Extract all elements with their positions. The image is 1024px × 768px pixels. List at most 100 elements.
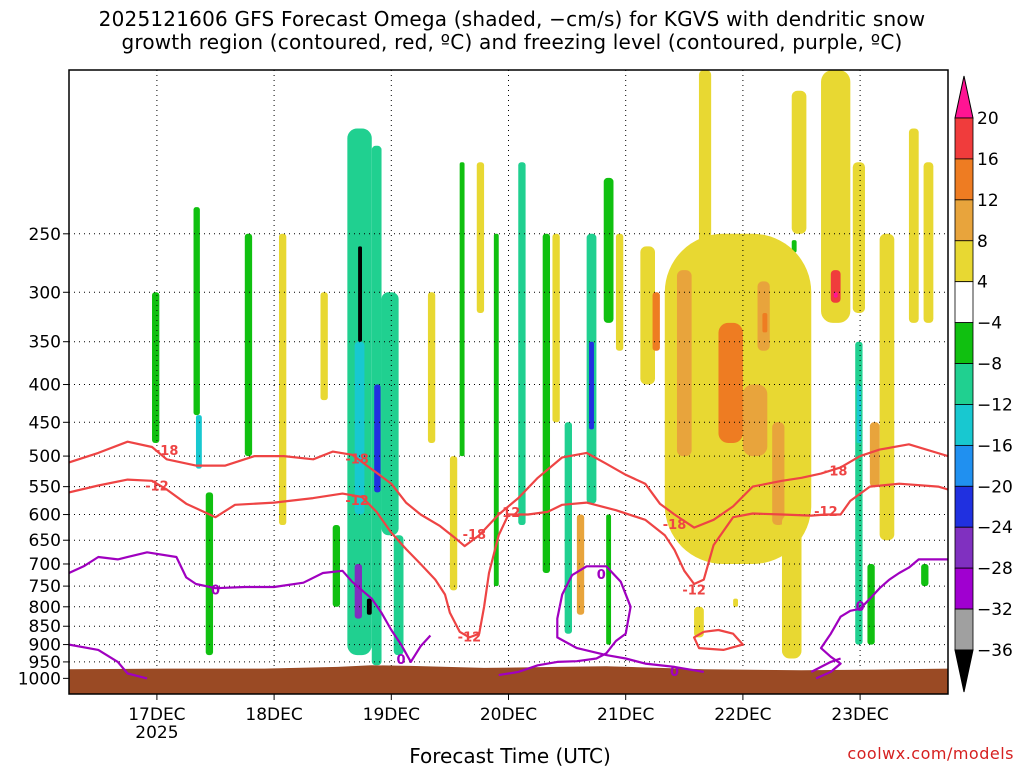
y-tick-label-450: 450 [29,413,61,433]
contour-label-1-4: -12 [682,583,706,598]
omega-region-17 [518,162,526,526]
colorbar-swatch-0 [954,117,974,160]
colorbar-label-8: −16 [977,436,1013,456]
omega-region-0 [152,292,160,443]
omega-region-5 [332,525,341,607]
colorbar-label-13: −36 [977,641,1013,661]
omega-region-21 [589,341,594,430]
omega-region-2 [195,415,202,469]
y-tick-label-850: 850 [29,617,61,637]
omega-region-56 [908,128,919,323]
credit-text: coolwx.com/models [847,744,1014,763]
omega-region-8 [358,246,362,342]
y-tick-label-750: 750 [29,577,61,597]
omega-region-34 [552,233,560,423]
contour-label-2-0: 0 [211,583,220,598]
colorbar-swatch-10 [954,526,974,569]
y-tick-label-300: 300 [29,283,61,303]
colorbar-swatch-1 [954,158,974,201]
omega-region-58 [869,422,880,487]
omega-region-9 [354,563,362,619]
omega-region-49 [781,514,802,659]
colorbar-label-11: −28 [977,559,1013,579]
contour-label-0-0: -18 [155,444,179,459]
colorbar-label-12: −32 [977,600,1013,620]
colorbar-bottom-arrow [954,649,974,693]
omega-region-26 [867,563,875,645]
contour-label-1-2: -12 [458,630,482,645]
omega-region-25 [856,384,862,443]
colorbar-label-5: −4 [977,314,1002,334]
contour-label-1-0: -12 [145,480,169,495]
y-tick-label-800: 800 [29,598,61,618]
colorbar-swatch-6 [954,363,974,405]
omega-region-19 [564,422,572,634]
contour-0 [69,440,948,548]
colorbar-label-3: 8 [977,232,988,252]
omega-region-45 [742,384,768,457]
omega-region-35 [576,514,585,615]
omega-region-14 [393,535,404,656]
omega-region-59 [694,606,704,638]
colorbar-label-4: 4 [977,273,988,293]
contour-label-1-1: -12 [345,494,369,509]
colorbar-label-10: −24 [977,518,1013,538]
y-tick-label-600: 600 [29,506,61,526]
y-tick-label-700: 700 [29,555,61,575]
terrain [69,665,948,694]
omega-region-13 [381,292,399,536]
x-tick-label-0: 17DEC [128,705,185,725]
omega-region-60 [733,598,739,607]
contour-1 [69,478,948,639]
omega-region-30 [320,292,328,401]
colorbar-swatch-8 [954,444,974,487]
omega-region-37 [640,246,655,385]
colorbar-label-2: 12 [977,191,999,211]
x-tick-label-4: 21DEC [597,705,654,725]
omega-region-53 [833,292,838,298]
contour-label-1-3: -12 [497,506,521,521]
omega-region-33 [476,162,485,313]
chart-title: 2025121606 GFS Forecast Omega (shaded, −… [98,7,926,54]
omega-region-16 [493,233,499,587]
omega-region-41 [698,70,712,247]
omega-region-3 [205,492,214,656]
colorbar-label-9: −20 [977,477,1013,497]
omega-region-51 [821,70,851,323]
omega-region-15 [459,162,465,457]
omega-region-40 [676,270,692,457]
omega-region-50 [791,90,807,234]
omega-region-52 [830,270,841,303]
contour-label-4-0: 0 [597,568,606,583]
omega-region-42 [703,312,714,487]
contour-label-1-5: -12 [814,505,838,520]
colorbar-label-6: −8 [977,355,1002,375]
x-tick-label-2: 19DEC [363,705,420,725]
omega-region-23 [606,514,612,645]
y-tick-label-1000: 1000 [18,669,61,689]
omega-region-27 [921,563,929,587]
y-tick-label-550: 550 [29,478,61,498]
omega-region-57 [923,162,934,323]
contour-6 [810,657,841,673]
omega-region-22 [603,177,614,323]
omega-region-18 [542,233,551,574]
omega-region-31 [427,292,436,443]
colorbar-swatch-9 [954,485,974,528]
colorbar-swatch-4 [954,281,974,324]
omega-region-38 [652,292,660,351]
y-tick-label-950: 950 [29,653,61,673]
colorbar-swatch-3 [954,240,974,283]
colorbar-swatch-2 [954,199,974,242]
y-tick-label-500: 500 [29,447,61,467]
x-tick-label-3: 20DEC [480,705,537,725]
omega-region-47 [762,312,768,333]
x-tick-sublabel-0: 2025 [135,723,178,743]
y-tick-label-400: 400 [29,376,61,396]
contour-label-0-3: -18 [663,518,687,533]
omega-region-48 [772,422,785,526]
colorbar-swatch-12 [954,608,974,651]
omega-region-28 [791,240,797,253]
x-tick-label-1: 18DEC [245,705,302,725]
